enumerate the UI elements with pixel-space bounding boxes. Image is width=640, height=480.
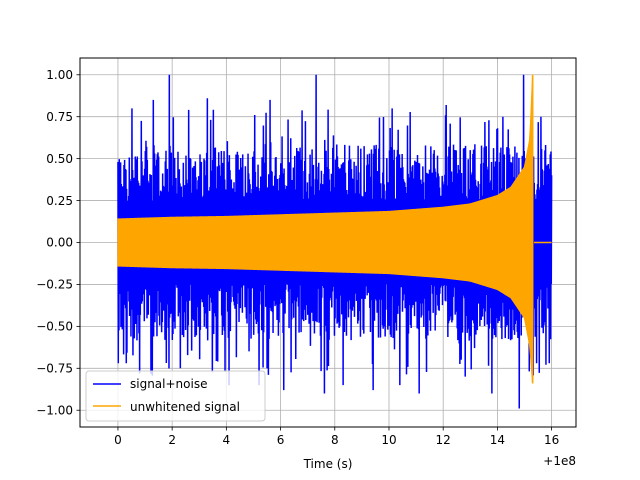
x-tick-label: 16 bbox=[544, 433, 559, 447]
legend-box bbox=[85, 370, 266, 422]
legend-label-unwhitened-signal: unwhitened signal bbox=[130, 400, 240, 414]
y-tick-label: 0.00 bbox=[46, 236, 73, 250]
x-axis-label: Time (s) bbox=[303, 457, 353, 471]
series-unwhitened-signal bbox=[117, 74, 552, 384]
y-tick-label: 0.50 bbox=[46, 152, 73, 166]
y-tick-label: 0.75 bbox=[46, 110, 73, 124]
x-tick-label: 6 bbox=[277, 433, 285, 447]
x-tick-label: 10 bbox=[381, 433, 396, 447]
y-tick-label: 0.25 bbox=[46, 194, 73, 208]
x-tick-label: 14 bbox=[490, 433, 505, 447]
x-tick-label: 8 bbox=[331, 433, 339, 447]
legend: signal+noise unwhitened signal bbox=[85, 370, 266, 422]
x-tick-label: 12 bbox=[436, 433, 451, 447]
y-tick-label: −0.25 bbox=[36, 278, 73, 292]
y-axis-ticks: −1.00 −0.75 −0.50 −0.25 0.00 0.25 0.50 0.75 1.00 bbox=[36, 68, 80, 417]
y-tick-label: −1.00 bbox=[36, 403, 73, 417]
x-tick-label: 2 bbox=[168, 433, 176, 447]
x-axis-offset-label: +1e8 bbox=[543, 454, 576, 468]
x-tick-label: 4 bbox=[223, 433, 231, 447]
legend-label-signal-noise: signal+noise bbox=[130, 377, 207, 391]
y-tick-label: −0.75 bbox=[36, 361, 73, 375]
x-axis-ticks: 0 2 4 6 8 10 12 14 16 bbox=[114, 427, 559, 447]
y-tick-label: 1.00 bbox=[46, 68, 73, 82]
y-tick-label: −0.50 bbox=[36, 320, 73, 334]
x-tick-label: 0 bbox=[114, 433, 122, 447]
